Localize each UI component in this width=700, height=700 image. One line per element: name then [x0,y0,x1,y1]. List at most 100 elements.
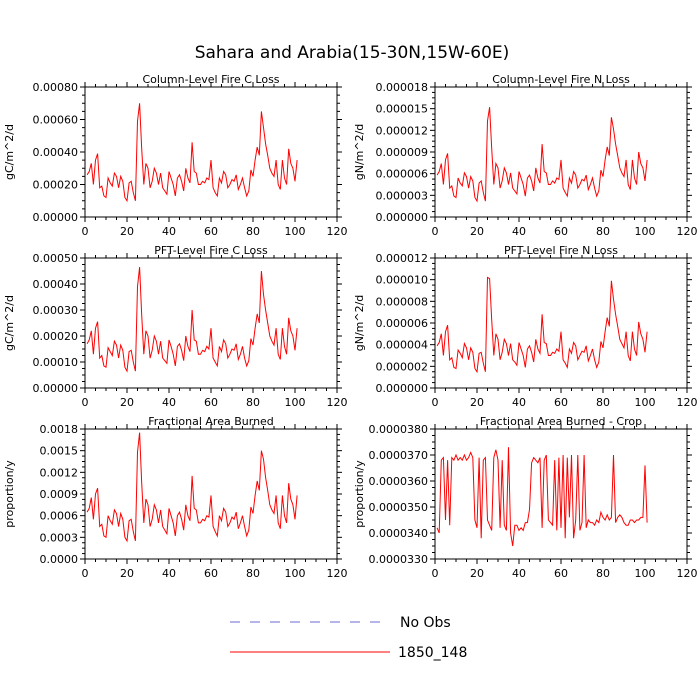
x-tick-label: 40 [162,396,176,409]
y-tick-label: 0.00000 [33,211,79,224]
x-tick-label: 100 [285,225,306,238]
x-tick-label: 80 [596,225,610,238]
plot-frame [434,428,688,560]
y-tick-label: 0.0012 [40,466,79,479]
x-tick-label: 0 [82,396,89,409]
y-tick-label: 0.000003 [376,189,429,202]
panel-title: PFT-Level Fire N Loss [504,244,618,257]
x-tick-label: 0 [432,225,439,238]
y-tick-label: 0.000008 [376,295,429,308]
legend: No Obs 1850_148 [230,615,467,661]
y-tick-label: 0.000004 [376,339,429,352]
y-tick-label: 0.000015 [376,103,429,116]
x-tick-label: 100 [635,225,656,238]
plot-frame [84,86,338,218]
y-tick-label: 0.000006 [376,168,429,181]
y-tick-label: 0.00040 [33,146,79,159]
legend-label-1850-148: 1850_148 [398,645,467,661]
plot-frame [84,257,338,389]
y-tick-label: 0.0015 [40,445,79,458]
x-tick-label: 0 [82,225,89,238]
y-tick-label: 0.0000380 [369,423,429,436]
x-tick-label: 40 [162,225,176,238]
x-tick-label: 80 [596,567,610,580]
y-tick-label: 0.00010 [33,356,79,369]
y-tick-label: 0.0003 [40,531,79,544]
y-tick-label: 0.000010 [376,274,429,287]
x-tick-label: 60 [554,567,568,580]
x-tick-label: 0 [432,396,439,409]
series-line-1850-148 [436,276,648,374]
y-tick-label: 0.0000350 [369,501,429,514]
y-tick-label: 0.00050 [33,252,79,265]
y-tick-label: 0.0000370 [369,449,429,462]
x-tick-label: 20 [470,225,484,238]
panel-column-n-loss: Column-Level Fire N Loss gN/m^2/d 0 20 40 60 8… [353,73,698,238]
y-axis-label: proportion/y [3,460,16,528]
y-axis-label: gN/m^2/d [353,295,366,352]
y-axis-label: gN/m^2/d [353,124,366,181]
y-tick-label: 0.000000 [376,211,429,224]
x-tick-label: 60 [204,396,218,409]
series-line-1850-148 [436,107,648,203]
x-tick-label: 120 [677,567,698,580]
plot-frame [84,428,338,560]
y-tick-label: 0.00030 [33,304,79,317]
x-tick-label: 120 [327,225,348,238]
panel-fractional-area-burned-crop: Fractional Area Burned - Crop proportion/… [353,415,698,580]
panel-title: Column-Level Fire N Loss [492,73,630,86]
x-tick-label: 80 [246,396,260,409]
y-tick-label: 0.0009 [40,488,79,501]
plot-frame [434,257,688,389]
y-tick-label: 0.0000340 [369,527,429,540]
x-tick-label: 60 [554,396,568,409]
x-tick-label: 20 [120,396,134,409]
panel-title: Fractional Area Burned [148,415,274,428]
x-tick-label: 0 [82,567,89,580]
legend-label-no-obs: No Obs [400,615,451,631]
y-tick-label: 0.000002 [376,360,429,373]
x-tick-label: 100 [285,567,306,580]
x-tick-label: 20 [470,396,484,409]
x-tick-label: 20 [120,225,134,238]
y-tick-label: 0.00080 [33,81,79,94]
panel-fractional-area-burned: Fractional Area Burned proportion/y 0 20 40 6… [3,415,348,580]
panel-pft-c-loss: PFT-Level Fire C Loss gC/m^2/d 0 20 40 60 80 10… [3,244,348,409]
x-tick-label: 40 [162,567,176,580]
x-tick-label: 120 [677,396,698,409]
x-tick-label: 20 [470,567,484,580]
y-tick-label: 0.00040 [33,278,79,291]
y-tick-label: 0.00020 [33,179,79,192]
panel-pft-n-loss: PFT-Level Fire N Loss gN/m^2/d 0 20 40 60 80 10… [353,244,698,409]
plot-frame [434,86,688,218]
y-tick-label: 0.000009 [376,146,429,159]
y-tick-label: 0.0018 [40,423,79,436]
y-axis-label: gC/m^2/d [3,124,16,180]
y-tick-label: 0.0006 [40,510,79,523]
y-tick-label: 0.000012 [376,252,429,265]
y-tick-label: 0.0000360 [369,475,429,488]
series-line-1850-148 [86,267,298,373]
y-tick-label: 0.000018 [376,81,429,94]
x-tick-label: 60 [204,225,218,238]
x-tick-label: 0 [432,567,439,580]
panel-title: PFT-Level Fire C Loss [154,244,268,257]
y-tick-label: 0.0000330 [369,553,429,566]
panel-title: Fractional Area Burned - Crop [480,415,642,428]
panel-title: Column-Level Fire C Loss [142,73,279,86]
y-axis-label: gC/m^2/d [3,295,16,351]
x-tick-label: 120 [327,396,348,409]
y-tick-label: 0.00000 [33,382,79,395]
x-tick-label: 80 [246,225,260,238]
x-tick-label: 40 [512,225,526,238]
y-axis-label: proportion/y [353,460,366,528]
x-tick-label: 100 [635,567,656,580]
x-tick-label: 60 [554,225,568,238]
x-tick-label: 80 [246,567,260,580]
x-tick-label: 80 [596,396,610,409]
y-tick-label: 0.000012 [376,124,429,137]
y-tick-label: 0.000006 [376,317,429,330]
series-line-1850-148 [436,447,648,547]
series-line-1850-148 [86,103,298,203]
